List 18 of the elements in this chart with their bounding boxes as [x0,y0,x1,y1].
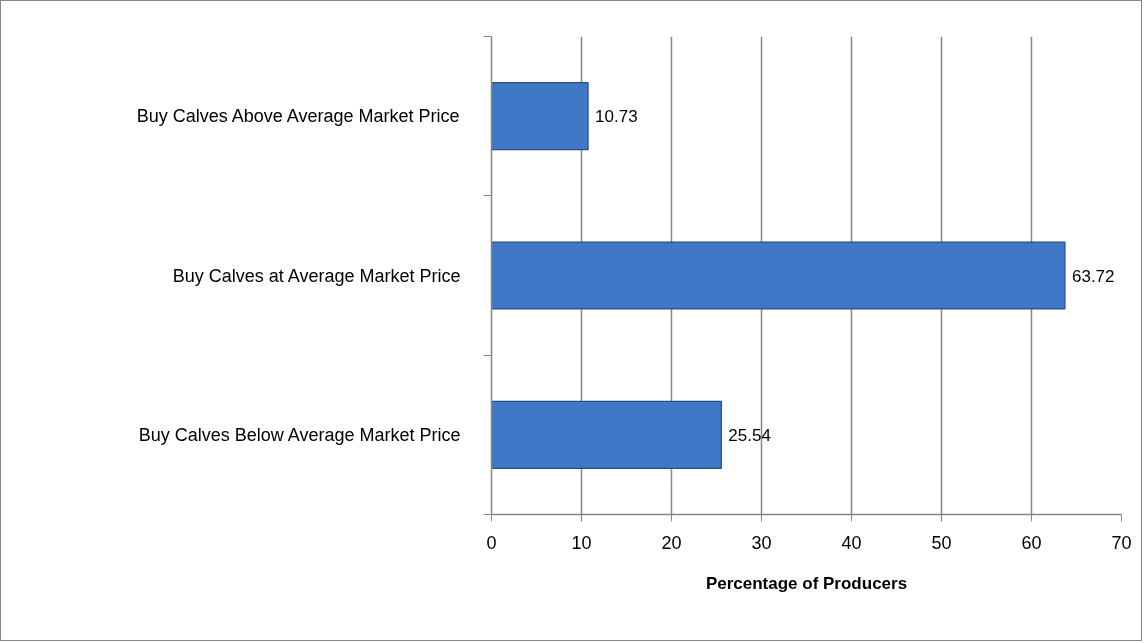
bar [491,400,722,469]
x-tick-label: 50 [931,532,952,553]
x-axis-title: Percentage of Producers [705,573,908,593]
x-tick-label: 60 [1021,532,1042,553]
x-tick-label: 70 [1111,532,1132,553]
x-tick-label: 10 [571,532,592,553]
x-tick-label: 20 [661,532,682,553]
y-tick-label: Buy Calves Above Average Market Price [136,106,460,127]
y-tick-label: Buy Calves at Average Market Price [172,265,461,286]
bar [491,241,1066,310]
y-tick-label: Buy Calves Below Average Market Price [138,424,461,445]
data-label: 10.73 [595,107,638,127]
x-tick-label: 40 [841,532,862,553]
x-tick-label: 30 [751,532,772,553]
data-label: 25.54 [728,425,771,445]
x-tick-label: 0 [486,532,497,553]
bar [491,82,589,151]
data-label: 63.72 [1071,266,1115,286]
